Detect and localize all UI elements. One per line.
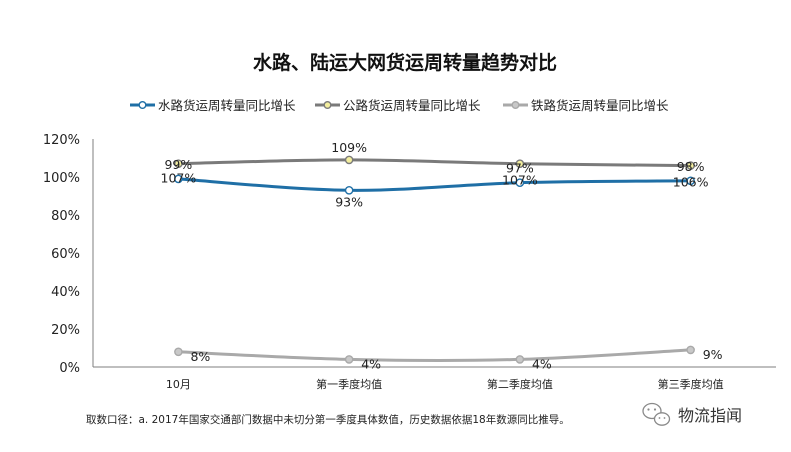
- series-line-1: [176, 158, 693, 168]
- data-label: 9%: [703, 347, 723, 362]
- x-category-label: 10月: [166, 378, 191, 391]
- legend-marker-rail: [511, 100, 520, 109]
- legend-label-rail: 铁路货运周转量同比增长: [531, 98, 669, 113]
- y-tick-label: 80%: [51, 209, 80, 224]
- legend-item-road: 公路货运周转量同比增长: [315, 98, 481, 113]
- legend-marker-water: [138, 100, 147, 109]
- x-category-label: 第三季度均值: [658, 377, 724, 391]
- data-label: 8%: [190, 349, 210, 364]
- data-point: [344, 355, 354, 364]
- data-point: [686, 345, 695, 355]
- legend-item-water: 水路货运周转量同比增长: [130, 98, 296, 113]
- brand-watermark: 物流指闻: [642, 402, 742, 426]
- legend: 水路货运周转量同比增长 公路货运周转量同比增长 铁路货运周转量同比增长: [130, 98, 669, 113]
- y-tick-label: 40%: [51, 285, 80, 300]
- y-tick-label: 60%: [51, 247, 80, 262]
- data-point: [174, 159, 183, 168]
- data-label: 98%: [677, 159, 705, 174]
- y-tick-label: 0%: [59, 361, 80, 376]
- y-tick-label: 100%: [43, 171, 80, 186]
- chart-title: 水路、陆运大网货运周转量趋势对比: [253, 51, 557, 74]
- data-point: [515, 355, 525, 364]
- data-point: [174, 347, 183, 357]
- x-category-labels: 10月 第一季度均值 第二季度均值 第三季度均值: [166, 377, 724, 391]
- x-category-label: 第二季度均值: [487, 377, 553, 391]
- legend-label-road: 公路货运周转量同比增长: [343, 98, 481, 113]
- series-line-2: [176, 348, 693, 362]
- data-label: 97%: [506, 161, 534, 176]
- data-label: 99%: [164, 157, 192, 172]
- legend-marker-road: [323, 100, 332, 109]
- data-point: [515, 159, 525, 168]
- y-tick-label: 120%: [43, 133, 80, 148]
- data-label: 4%: [532, 356, 552, 371]
- footnote: 取数口径：a. 2017年国家交通部门数据中未切分第一季度具体数值，历史数据依据…: [86, 413, 570, 426]
- data-point: [174, 174, 183, 184]
- data-label: 107%: [502, 173, 538, 188]
- x-category-label: 第一季度均值: [316, 377, 382, 391]
- series-layer: [174, 155, 695, 364]
- brand-name: 物流指闻: [678, 406, 742, 425]
- data-label: 4%: [361, 356, 381, 371]
- data-labels: 99% 93% 97% 98% 107% 109% 107% 106% 8% 4% 4% 9%: [161, 140, 723, 372]
- data-point: [344, 185, 354, 195]
- data-point: [344, 155, 354, 165]
- data-label: 109%: [331, 140, 367, 155]
- data-label: 107%: [161, 171, 197, 186]
- data-label: 93%: [335, 194, 363, 209]
- wechat-icon: [642, 402, 671, 426]
- legend-item-rail: 铁路货运周转量同比增长: [503, 98, 669, 113]
- data-point: [686, 176, 695, 186]
- y-tick-labels: 0% 20% 40% 60% 80% 100% 120%: [43, 133, 80, 376]
- series-line-0: [176, 177, 693, 192]
- data-point: [515, 178, 525, 187]
- legend-label-water: 水路货运周转量同比增长: [158, 98, 296, 113]
- data-label: 106%: [673, 175, 709, 190]
- y-tick-label: 20%: [51, 323, 80, 338]
- data-point: [686, 161, 695, 170]
